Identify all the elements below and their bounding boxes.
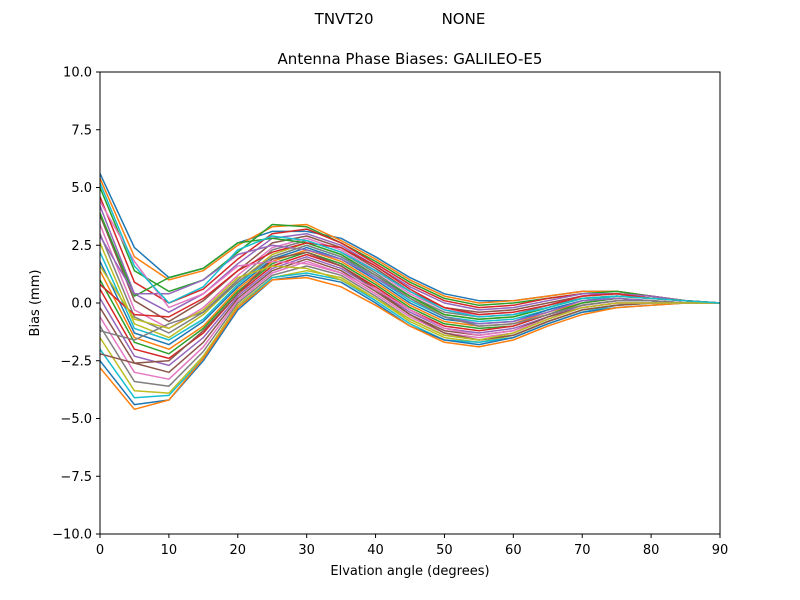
y-tick-label: −5.0: [60, 412, 92, 427]
series-line: [99, 242, 721, 318]
y-tick-label: −7.5: [60, 470, 92, 485]
x-tick-label: 30: [298, 543, 315, 558]
y-axis-label: Bias (mm): [28, 270, 43, 337]
x-tick-label: 0: [96, 543, 104, 558]
series-line: [99, 244, 720, 341]
y-axis-ticks: −10.0 −7.5 −5.0 −2.5 0.0 2.5 5.0 7.5 10.0: [52, 66, 100, 543]
y-tick-label: 10.0: [63, 66, 92, 81]
chart-title: Antenna Phase Biases: GALILEO-E5: [278, 50, 543, 68]
y-tick-label: 0.0: [71, 297, 92, 312]
x-tick-label: 40: [367, 543, 384, 558]
y-tick-label: −10.0: [52, 528, 92, 543]
series-line: [99, 251, 720, 364]
x-tick-label: 80: [643, 543, 660, 558]
y-tick-label: 2.5: [71, 239, 92, 254]
x-tick-label: 60: [505, 543, 522, 558]
series-line: [99, 265, 720, 341]
suptitle-station: TNVT20: [314, 10, 374, 28]
figure-suptitle: TNVT20 NONE: [0, 10, 800, 28]
x-tick-label: 50: [436, 543, 453, 558]
suptitle-radome: NONE: [441, 10, 486, 28]
series-line: [99, 187, 721, 307]
y-tick-label: −2.5: [60, 354, 92, 369]
x-tick-label: 10: [161, 543, 178, 558]
x-axis-ticks: 0 10 20 30 40 50 60 70 80 90: [96, 534, 728, 558]
x-tick-label: 90: [712, 543, 729, 558]
series-line: [99, 182, 721, 318]
series-line: [99, 276, 720, 411]
x-axis-label: Elvation angle (degrees): [330, 564, 489, 579]
x-tick-label: 70: [574, 543, 591, 558]
series-layer: [99, 173, 721, 411]
y-tick-label: 5.0: [71, 181, 92, 196]
y-tick-label: 7.5: [71, 123, 92, 138]
x-tick-label: 20: [230, 543, 247, 558]
